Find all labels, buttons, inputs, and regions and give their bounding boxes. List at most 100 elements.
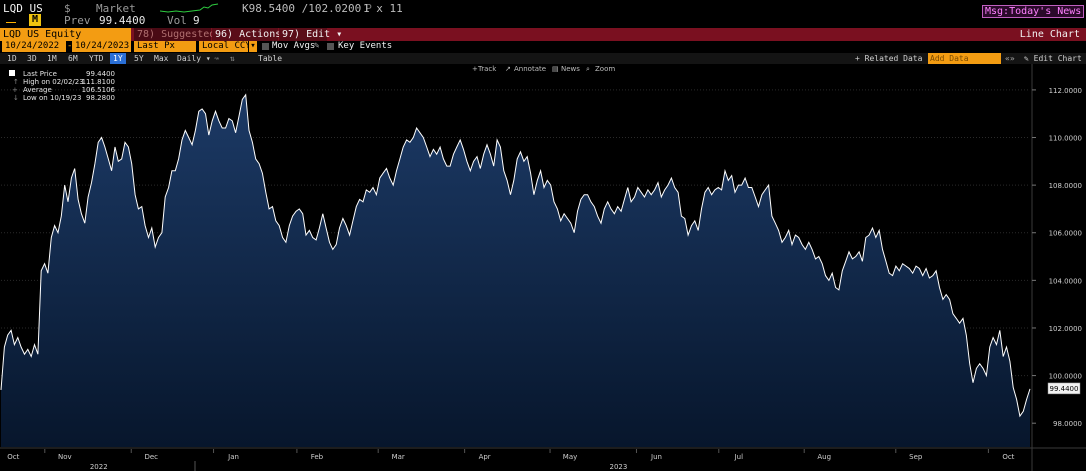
suggested-label: Suggested Charts [161, 29, 258, 40]
y-tick-label: 100.0000 [1049, 373, 1082, 381]
legend-swatch [9, 70, 15, 76]
zoom-icon[interactable]: ⌕ [586, 65, 590, 73]
related-data-button[interactable]: + Related Data ▾ [855, 54, 932, 63]
suggested-num: 78 [137, 29, 150, 40]
dropdown-arrow-icon: ▾ [336, 29, 343, 40]
collapse-arrows-icon[interactable]: «» [1005, 54, 1015, 63]
edit-chart-button[interactable]: ✎ Edit Chart [1024, 54, 1082, 63]
edit-num: 97 [282, 29, 295, 40]
quote-header: LQD US $ Market K98.5400 /102.0200 P 1 x … [0, 0, 1086, 28]
date-separator: - [67, 41, 73, 51]
frequency-label: Daily [177, 54, 202, 63]
x-tick-label: Jul [734, 453, 744, 461]
selector-bar: 10/24/2022 - 10/24/2023 Last Px Local CC… [0, 41, 1086, 53]
key-events-checkbox[interactable] [327, 43, 334, 50]
actions-menu[interactable]: 96) Actions ▾ [212, 28, 293, 41]
year-label: 2022 [90, 463, 108, 471]
price-chart[interactable]: 98.0000 100.0000 102.0000 104.0000 106.0000 1… [0, 64, 1086, 471]
legend-high-label: High on 02/02/23 [23, 78, 84, 86]
last-price-marker: 99.4400 [1047, 382, 1081, 395]
period-1d[interactable]: 1D [7, 54, 17, 63]
y-tick-label: 102.0000 [1049, 325, 1082, 333]
y-tick-label: 108.0000 [1049, 182, 1082, 190]
period-1y[interactable]: 1Y [110, 53, 126, 64]
zoom-tool[interactable]: Zoom [595, 65, 615, 73]
x-tick-label: Dec [144, 453, 158, 461]
frequency-selector[interactable]: Daily ▾ [177, 53, 211, 64]
legend-avg-value: 106.5106 [82, 86, 116, 94]
news-message-button[interactable]: Msg:Today's News [982, 5, 1085, 18]
legend-high-value: 111.8100 [82, 78, 115, 86]
y-tick-label: 106.0000 [1049, 230, 1082, 238]
track-tool[interactable]: Track [477, 65, 497, 73]
x-tick-label: Nov [58, 453, 72, 461]
legend-high-marker: ↑ [13, 78, 19, 86]
chart-settings-icon[interactable]: ⇅ [230, 54, 235, 63]
bid-ask-range: K98.5400 /102.0200 P [242, 3, 372, 15]
y-tick-label: 104.0000 [1049, 277, 1082, 285]
table-button[interactable]: Table [258, 54, 283, 63]
x-tick-label: Apr [479, 453, 491, 461]
x-tick-label: Mar [392, 453, 405, 461]
action-bar: LQD US Equity 78) Suggested Charts 96) A… [0, 28, 1086, 41]
ticker-label[interactable]: LQD US [3, 2, 43, 15]
dropdown-arrow-icon: ▾ [205, 54, 211, 63]
edit-chart-label: Edit Chart [1033, 54, 1082, 63]
actions-label: Actions [239, 29, 282, 40]
y-axis: 98.0000 100.0000 102.0000 104.0000 106.0000 1… [1031, 64, 1082, 471]
currency-selector[interactable]: Local CCY [199, 41, 251, 52]
annotate-icon[interactable]: ↗ [505, 65, 511, 73]
chart-tool-bar: + Track ↗ Annotate ▤ News ⌕ Zoom [472, 65, 615, 73]
pencil-icon[interactable]: ✎ [314, 41, 320, 51]
start-date-field[interactable]: 10/24/2022 [2, 41, 66, 52]
news-icon[interactable]: ▤ [552, 65, 559, 73]
security-field[interactable]: LQD US Equity [0, 28, 131, 41]
chevron-down-icon[interactable]: ▾ [249, 41, 257, 52]
period-ytd[interactable]: YTD [89, 54, 104, 63]
prev-label: Prev [64, 14, 91, 27]
legend-low-marker: ↓ [13, 94, 19, 102]
chart-legend: Last Price 99.4400 ↑ High on 02/02/23 11… [9, 70, 116, 102]
actions-num: 96 [215, 29, 228, 40]
legend-avg-marker: + [12, 86, 18, 94]
annotate-tool[interactable]: Annotate [514, 65, 546, 73]
period-5y[interactable]: 5Y [134, 54, 144, 63]
range-text: K98.5400 /102.0200 [242, 2, 362, 15]
chart-type-label: Line Chart [1019, 29, 1080, 40]
intraday-sparkline [160, 3, 219, 13]
edit-menu[interactable]: 97) Edit ▾ [279, 28, 342, 41]
legend-low-value: 98.2800 [86, 94, 115, 102]
y-tick-label: 98.0000 [1053, 420, 1082, 428]
x-tick-label: Oct [7, 453, 19, 461]
legend-last-value: 99.4400 [86, 70, 115, 78]
period-3d[interactable]: 3D [27, 54, 37, 63]
range-suffix: P [365, 2, 372, 15]
period-max[interactable]: Max [154, 54, 169, 63]
y-tick-label: 110.0000 [1049, 135, 1082, 143]
legend-low-label: Low on 10/19/23 [23, 94, 81, 102]
chart-line-icon[interactable]: ↝ [214, 54, 219, 63]
currency-symbol: $ [64, 2, 71, 15]
y-tick-label: 112.0000 [1049, 87, 1082, 95]
mov-avgs-checkbox[interactable] [262, 43, 269, 50]
track-icon[interactable]: + [472, 65, 478, 73]
vol-value: 9 [193, 14, 200, 27]
x-tick-label: Jun [650, 453, 662, 461]
key-events-label: Key Events [338, 41, 393, 51]
arrow-icon [6, 17, 16, 23]
legend-avg-label: Average [23, 86, 52, 94]
period-1m[interactable]: 1M [47, 54, 57, 63]
mov-avgs-label: Mov Avgs [272, 41, 316, 51]
period-6m[interactable]: 6M [68, 54, 78, 63]
size-text: 1 x 11 [363, 2, 403, 15]
vol-label: Vol [167, 14, 187, 27]
x-axis: Oct Nov Dec Jan Feb Mar Apr May Jun Jul Aug Sep Oct 2… [0, 447, 1086, 471]
x-tick-label: May [563, 453, 577, 461]
edit-label: Edit [306, 29, 331, 40]
news-tool[interactable]: News [561, 65, 580, 73]
add-data-field[interactable]: Add Data [928, 53, 1001, 64]
x-tick-label: Oct [1002, 453, 1014, 461]
end-date-field[interactable]: 10/24/2023 [72, 41, 131, 52]
field-selector[interactable]: Last Px [134, 41, 196, 52]
suggested-charts-button[interactable]: 78) Suggested Charts [134, 28, 257, 41]
